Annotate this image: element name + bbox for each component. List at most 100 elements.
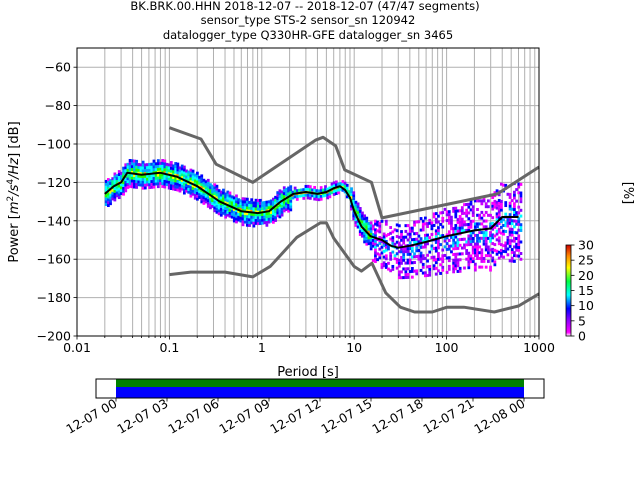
heatmap-cell — [361, 217, 364, 221]
heatmap-cell — [285, 187, 288, 191]
heatmap-cell — [243, 211, 247, 215]
heatmap-cell — [515, 242, 518, 246]
heatmap-cell — [358, 232, 362, 236]
heatmap-cell — [456, 241, 460, 245]
heatmap-cell — [458, 223, 462, 227]
heatmap-cell — [400, 244, 403, 248]
heatmap-cell — [167, 186, 171, 190]
heatmap-cell — [222, 208, 225, 212]
heatmap-cell — [217, 212, 221, 216]
heatmap-cell — [513, 236, 516, 240]
heatmap-cell — [393, 242, 397, 246]
heatmap-cell — [500, 205, 503, 209]
heatmap-cell — [519, 226, 523, 230]
heatmap-cell — [437, 229, 440, 233]
heatmap-cell — [174, 170, 178, 174]
heatmap-cell — [254, 204, 258, 208]
heatmap-cell — [441, 225, 445, 229]
heatmap-cell — [352, 214, 356, 218]
heatmap-cell — [476, 207, 479, 211]
heatmap-cell — [285, 202, 288, 206]
colorbar-tick-label: 20 — [578, 268, 594, 283]
heatmap-cell — [141, 178, 145, 182]
heatmap-cell — [467, 266, 471, 270]
heatmap-cell — [391, 264, 395, 268]
heatmap-cell — [226, 207, 230, 211]
heatmap-cell — [519, 208, 523, 212]
heatmap-cell — [324, 193, 327, 197]
heatmap-cell — [167, 183, 171, 187]
heatmap-cell — [458, 226, 462, 230]
heatmap-cell — [256, 201, 260, 205]
heatmap-cell — [159, 164, 162, 168]
heatmap-cell — [361, 231, 364, 235]
heatmap-cell — [517, 243, 521, 247]
heatmap-cell — [319, 197, 323, 201]
heatmap-cell — [245, 220, 249, 224]
heatmap-cell — [519, 197, 523, 201]
heatmap-cell — [324, 188, 327, 192]
heatmap-cell — [445, 247, 449, 251]
heatmap-cell — [230, 204, 234, 208]
heatmap-cell — [356, 205, 360, 209]
heatmap-cell — [252, 218, 256, 222]
heatmap-cell — [287, 186, 290, 190]
heatmap-cell — [365, 234, 369, 238]
heatmap-cell — [517, 211, 521, 215]
heatmap-cell — [130, 176, 134, 180]
heatmap-cell — [182, 182, 186, 186]
heatmap-cell — [510, 248, 514, 252]
heatmap-cell — [445, 233, 449, 237]
heatmap-cell — [113, 189, 117, 193]
heatmap-cell — [486, 213, 490, 217]
heatmap-cell — [515, 237, 518, 241]
heatmap-cell — [350, 193, 353, 197]
heatmap-cell — [497, 204, 501, 208]
heatmap-cell — [456, 220, 460, 224]
heatmap-cell — [404, 267, 408, 271]
heatmap-cell — [510, 227, 514, 231]
heatmap-cell — [400, 256, 403, 260]
heatmap-cell — [115, 177, 119, 181]
heatmap-cell — [287, 200, 290, 204]
heatmap-cell — [452, 258, 456, 262]
heatmap-cell — [224, 212, 228, 216]
plot-frame — [76, 47, 540, 337]
heatmap-cell — [263, 203, 267, 207]
heatmap-cell — [432, 212, 436, 216]
heatmap-cell — [376, 258, 380, 262]
heatmap-cell — [156, 182, 160, 186]
heatmap-cell — [358, 212, 362, 216]
heatmap-cell — [415, 246, 419, 250]
heatmap-cell — [484, 245, 488, 249]
heatmap-cell — [454, 244, 458, 248]
heatmap-cell — [193, 193, 197, 197]
heatmap-cell — [358, 215, 362, 219]
heatmap-cell — [243, 214, 247, 218]
heatmap-cell — [224, 215, 228, 219]
heatmap-cell — [402, 238, 406, 242]
heatmap-cell — [196, 183, 199, 187]
mode-line — [104, 171, 519, 249]
heatmap-cell — [143, 186, 147, 190]
heatmap-cell — [154, 182, 158, 186]
heatmap-cell — [374, 245, 377, 249]
heatmap-cell — [117, 187, 121, 191]
heatmap-cell — [111, 182, 115, 186]
heatmap-cell — [361, 220, 364, 224]
heatmap-cell — [143, 183, 147, 187]
timeline-coverage-bar — [116, 379, 524, 387]
heatmap-cell — [378, 238, 382, 242]
heatmap-cell — [258, 204, 262, 208]
heatmap-cell — [463, 211, 466, 215]
heatmap-cell — [148, 165, 152, 169]
heatmap-cell — [228, 194, 232, 198]
heatmap-cell — [450, 227, 453, 231]
heatmap-cell — [439, 257, 442, 261]
heatmap-cell — [458, 238, 462, 242]
heatmap-cell — [117, 170, 121, 174]
heatmap-cell — [272, 217, 275, 221]
heatmap-cell — [267, 220, 271, 224]
heatmap-cell — [404, 275, 408, 279]
heatmap-cell — [254, 213, 258, 217]
